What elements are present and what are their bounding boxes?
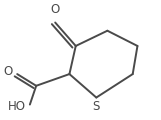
Text: O: O [51, 3, 60, 16]
Text: S: S [93, 100, 100, 113]
Text: O: O [3, 65, 12, 78]
Text: HO: HO [8, 100, 26, 113]
